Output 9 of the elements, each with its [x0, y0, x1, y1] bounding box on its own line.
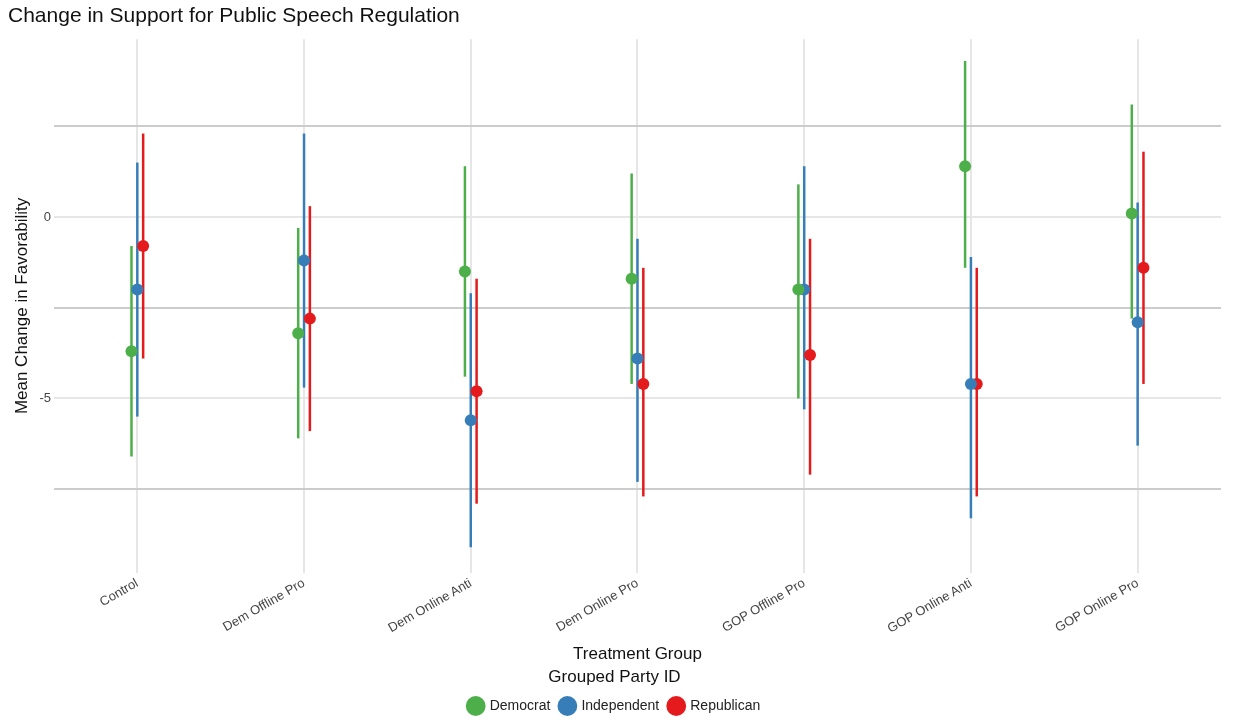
y-tick-label: 0 [43, 208, 51, 224]
legend-label: Democrat [489, 696, 551, 713]
y-axis-title: Mean Change in Favorability [11, 197, 31, 415]
legend-title: Grouped Party ID [548, 666, 681, 686]
chart-title: Change in Support for Public Speech Regulation [8, 3, 460, 27]
x-axis-title: Treatment Group [573, 644, 702, 664]
legend-label: Independent [581, 696, 660, 713]
legend-label: Republican [690, 696, 761, 713]
y-tick-label: -5 [39, 390, 51, 406]
